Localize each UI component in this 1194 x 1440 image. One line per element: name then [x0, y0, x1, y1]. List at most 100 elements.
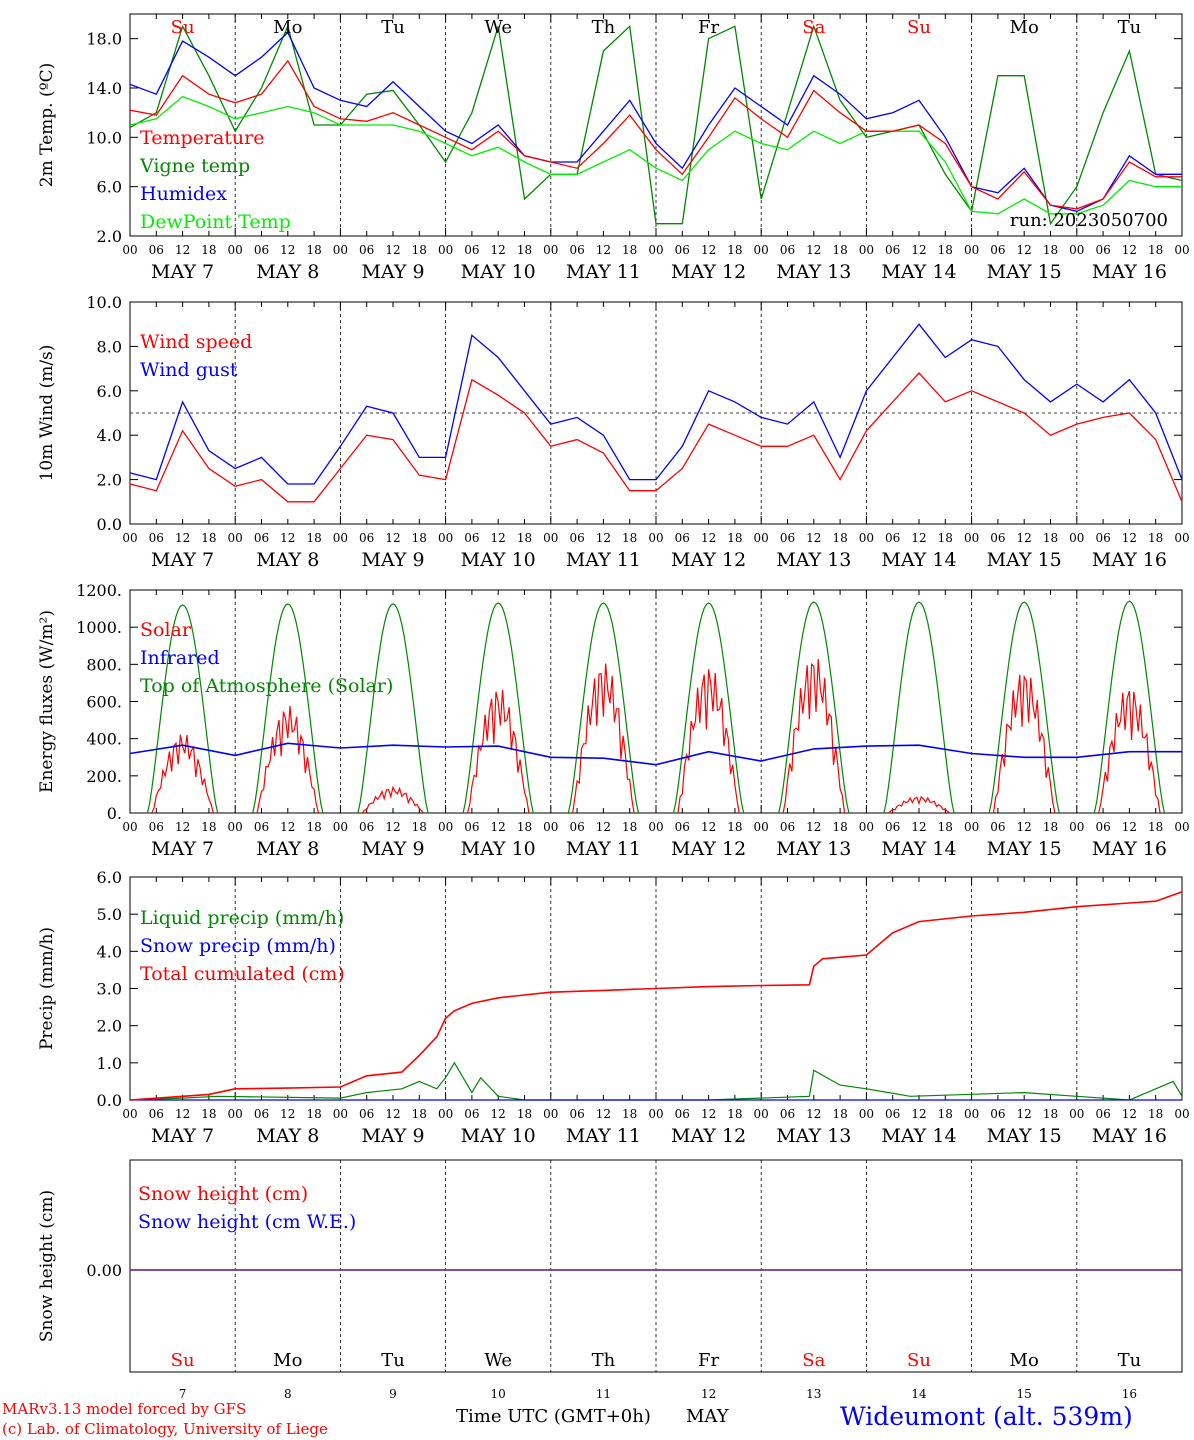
day-name: Mo	[1010, 17, 1039, 38]
hour-tick-label: 18	[306, 531, 321, 545]
hour-tick-label: 12	[1017, 820, 1032, 834]
hour-tick-label: 06	[990, 820, 1005, 834]
y-tick-label: 2.0	[97, 227, 122, 246]
hour-tick-label: 06	[149, 243, 164, 257]
date-label: MAY 16	[1092, 1125, 1167, 1147]
series-solar-day	[361, 785, 425, 814]
day-number: 12	[701, 1387, 716, 1401]
y-tick-label: 400.	[86, 730, 122, 749]
hour-tick-label: 12	[596, 820, 611, 834]
hour-tick-label: 06	[990, 531, 1005, 545]
hour-tick-label: 12	[806, 1107, 821, 1121]
hour-tick-label: 18	[412, 1107, 427, 1121]
day-number: 16	[1122, 1387, 1137, 1401]
series-toa-solar-day	[1093, 600, 1166, 814]
hour-tick-label: 06	[149, 531, 164, 545]
hour-tick-label: 00	[543, 531, 558, 545]
hour-tick-label: 12	[596, 1107, 611, 1121]
day-name: Tu	[1118, 1350, 1142, 1371]
hour-tick-label: 18	[1148, 1107, 1163, 1121]
y-tick-label: 600.	[86, 693, 122, 712]
series-toa-solar-day	[778, 601, 850, 814]
series-solar-day	[151, 734, 214, 814]
hour-tick-label: 00	[754, 1107, 769, 1121]
hour-tick-label: 06	[254, 243, 269, 257]
hour-tick-label: 12	[1017, 1107, 1032, 1121]
legend-infrared: Infrared	[140, 647, 220, 669]
hour-tick-label: 00	[333, 531, 348, 545]
hour-tick-label: 06	[990, 1107, 1005, 1121]
date-label: MAY 13	[776, 549, 851, 571]
y-tick-label: 5.0	[97, 905, 122, 924]
hour-tick-label: 18	[517, 820, 532, 834]
date-label: MAY 15	[987, 261, 1062, 283]
series-toa-solar-day	[883, 601, 955, 814]
y-tick-label: 6.0	[97, 868, 122, 887]
hour-tick-label: 00	[1174, 820, 1189, 834]
hour-tick-label: 18	[1148, 820, 1163, 834]
panel-3-frame	[129, 589, 1183, 814]
hour-tick-label: 06	[254, 531, 269, 545]
hour-tick-label: 00	[1174, 1107, 1189, 1121]
hour-tick-label: 06	[675, 820, 690, 834]
y-tick-label: 1000.	[76, 618, 122, 637]
day-number: 7	[179, 1387, 187, 1401]
hour-tick-label: 06	[1095, 1107, 1110, 1121]
day-number: 10	[491, 1387, 506, 1401]
date-label: MAY 12	[671, 1125, 746, 1147]
hour-tick-label: 18	[1043, 243, 1058, 257]
day-name: Th	[592, 1350, 616, 1371]
hour-tick-label: 12	[175, 820, 190, 834]
hour-tick-label: 12	[175, 243, 190, 257]
hour-tick-label: 12	[596, 531, 611, 545]
hour-tick-label: 18	[201, 1107, 216, 1121]
hour-tick-label: 18	[1148, 531, 1163, 545]
series-toa-solar-day	[252, 603, 324, 814]
hour-tick-label: 00	[438, 1107, 453, 1121]
hour-tick-label: 06	[780, 820, 795, 834]
legend-total-cumulated-cm-: Total cumulated (cm)	[140, 963, 345, 985]
hour-tick-label: 00	[648, 1107, 663, 1121]
day-name: Fr	[698, 17, 719, 38]
day-name: Mo	[273, 17, 302, 38]
hour-tick-label: 12	[911, 243, 926, 257]
date-label: MAY 8	[256, 261, 319, 283]
hour-tick-label: 06	[1095, 243, 1110, 257]
hour-tick-label: 18	[517, 1107, 532, 1121]
hour-tick-label: 06	[675, 531, 690, 545]
day-number: 8	[284, 1387, 292, 1401]
hour-tick-label: 18	[938, 531, 953, 545]
series-solar-day	[572, 663, 635, 814]
hour-tick-label: 12	[175, 531, 190, 545]
day-name: Tu	[1118, 17, 1142, 38]
y-tick-label: 6.0	[97, 178, 122, 197]
hour-tick-label: 00	[228, 243, 243, 257]
hour-tick-label: 06	[990, 243, 1005, 257]
y-tick-label: 2.0	[97, 471, 122, 490]
series-temperature	[130, 59, 1182, 210]
hour-tick-label: 12	[701, 1107, 716, 1121]
y-tick-label: 0.0	[97, 515, 122, 534]
hour-tick-label: 00	[438, 820, 453, 834]
hour-tick-label: 12	[491, 1107, 506, 1121]
hour-tick-label: 12	[1017, 531, 1032, 545]
panel-2-ylabel: 10m Wind (m/s)	[37, 345, 57, 482]
day-name: Tu	[381, 17, 405, 38]
y-tick-label: 800.	[86, 655, 122, 674]
date-label: MAY 11	[566, 261, 641, 283]
day-name: We	[484, 17, 512, 38]
date-label: MAY 13	[776, 261, 851, 283]
copyright-credit: (c) Lab. of Climatology, University of L…	[2, 1420, 328, 1438]
y-tick-label: 8.0	[97, 337, 122, 356]
series-solar-day	[466, 689, 530, 814]
hour-tick-label: 18	[1043, 820, 1058, 834]
hour-tick-label: 12	[385, 1107, 400, 1121]
hour-tick-label: 06	[359, 1107, 374, 1121]
run-annotation: run: 2023050700	[1010, 210, 1168, 231]
date-label: MAY 9	[361, 838, 424, 860]
hour-tick-label: 18	[622, 820, 637, 834]
hour-tick-label: 00	[648, 243, 663, 257]
day-number: 11	[596, 1387, 611, 1401]
hour-tick-label: 06	[1095, 820, 1110, 834]
hour-tick-label: 18	[412, 531, 427, 545]
